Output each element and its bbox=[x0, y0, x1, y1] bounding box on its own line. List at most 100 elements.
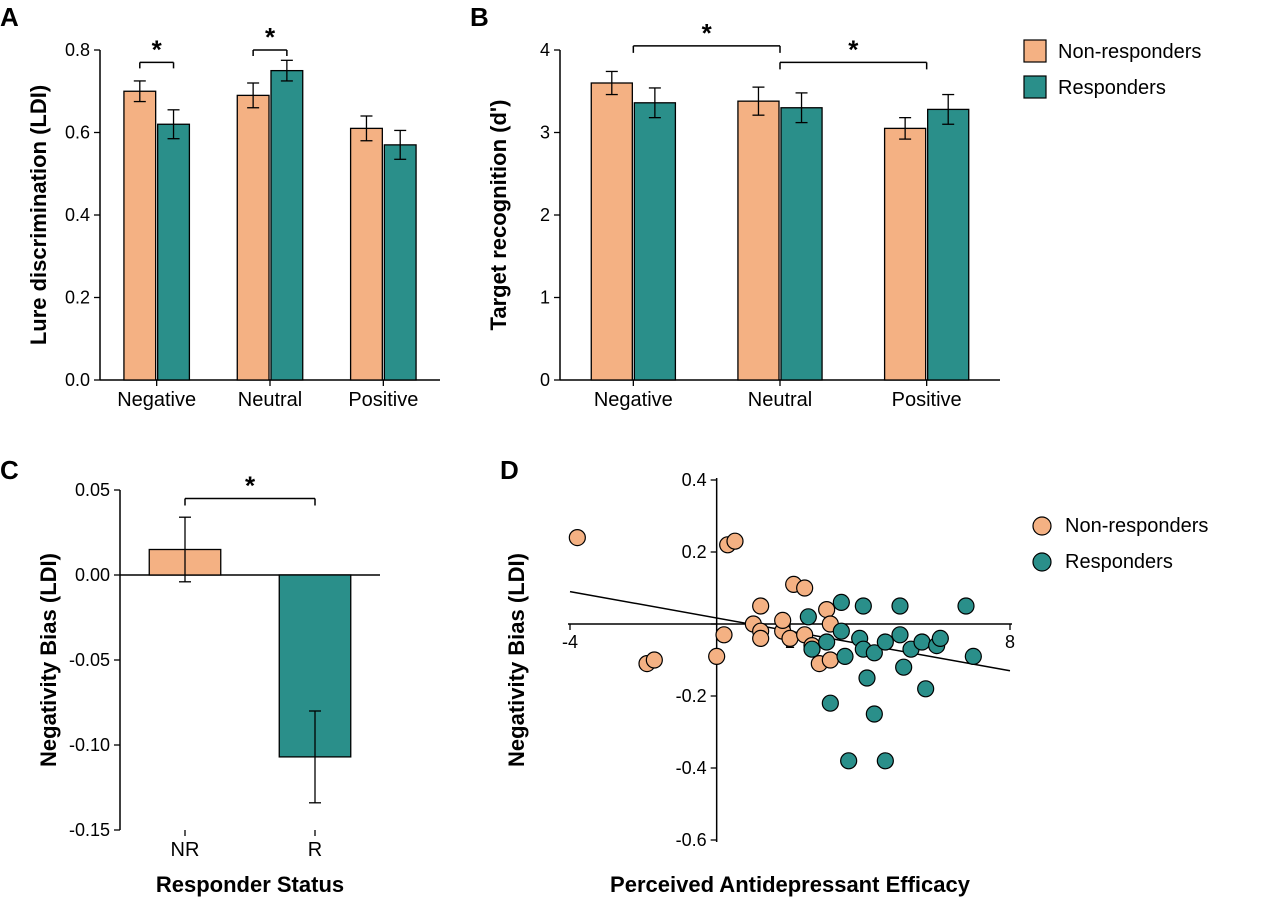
panel-d: -0.6-0.4-0.20.20.4-428Negativity Bias (L… bbox=[500, 460, 1020, 900]
svg-text:1: 1 bbox=[540, 288, 550, 308]
svg-text:-0.15: -0.15 bbox=[69, 820, 110, 840]
bar bbox=[124, 91, 156, 380]
bar bbox=[271, 71, 303, 380]
scatter-point bbox=[819, 602, 835, 618]
scatter-point bbox=[837, 648, 853, 664]
svg-text:*: * bbox=[265, 22, 276, 52]
svg-text:4: 4 bbox=[540, 40, 550, 60]
bar bbox=[591, 83, 632, 380]
svg-text:Target recognition (d'): Target recognition (d') bbox=[490, 100, 511, 331]
svg-text:Negative: Negative bbox=[117, 389, 196, 411]
legend-swatch bbox=[1024, 40, 1046, 62]
svg-text:Positive: Positive bbox=[348, 389, 418, 411]
svg-text:0.8: 0.8 bbox=[65, 40, 90, 60]
scatter-point bbox=[753, 630, 769, 646]
scatter-point bbox=[797, 580, 813, 596]
scatter-point bbox=[855, 598, 871, 614]
legend-d: Non-responders Responders bbox=[1030, 510, 1280, 600]
scatter-point bbox=[892, 627, 908, 643]
scatter-point bbox=[569, 530, 585, 546]
legend-label: Non-responders bbox=[1065, 515, 1208, 537]
svg-text:-0.10: -0.10 bbox=[69, 735, 110, 755]
legend-label: Non-responders bbox=[1058, 41, 1201, 63]
bar bbox=[885, 128, 926, 380]
svg-text:8: 8 bbox=[1005, 632, 1015, 652]
bar bbox=[158, 124, 190, 380]
panel-label-c: C bbox=[0, 455, 19, 486]
scatter-point bbox=[892, 598, 908, 614]
scatter-point bbox=[866, 706, 882, 722]
legend-label: Responders bbox=[1065, 551, 1173, 573]
scatter-point bbox=[877, 753, 893, 769]
svg-text:-0.6: -0.6 bbox=[676, 830, 707, 850]
scatter-point bbox=[782, 630, 798, 646]
svg-text:Negative: Negative bbox=[594, 389, 673, 411]
scatter-point bbox=[822, 695, 838, 711]
svg-text:*: * bbox=[152, 34, 163, 64]
svg-text:0.6: 0.6 bbox=[65, 123, 90, 143]
scatter-point bbox=[804, 641, 820, 657]
svg-text:Neutral: Neutral bbox=[238, 389, 302, 411]
bar bbox=[634, 103, 675, 380]
svg-text:0.0: 0.0 bbox=[65, 370, 90, 390]
scatter-point bbox=[833, 594, 849, 610]
svg-text:0.05: 0.05 bbox=[75, 480, 110, 500]
scatter-point bbox=[859, 670, 875, 686]
scatter-point bbox=[727, 533, 743, 549]
scatter-point bbox=[896, 659, 912, 675]
legend-swatch bbox=[1024, 76, 1046, 98]
svg-text:Positive: Positive bbox=[892, 389, 962, 411]
legend-label: Responders bbox=[1058, 77, 1166, 99]
svg-text:NR: NR bbox=[171, 839, 200, 861]
svg-text:Negativity Bias (LDI): Negativity Bias (LDI) bbox=[504, 553, 529, 767]
scatter-point bbox=[822, 652, 838, 668]
legend-swatch bbox=[1033, 517, 1051, 535]
scatter-point bbox=[958, 598, 974, 614]
svg-text:0.00: 0.00 bbox=[75, 565, 110, 585]
svg-text:0.4: 0.4 bbox=[682, 470, 707, 490]
scatter-point bbox=[833, 623, 849, 639]
scatter-point bbox=[753, 598, 769, 614]
svg-text:-0.05: -0.05 bbox=[69, 650, 110, 670]
svg-text:0.2: 0.2 bbox=[682, 542, 707, 562]
svg-text:R: R bbox=[308, 839, 322, 861]
svg-text:*: * bbox=[848, 34, 859, 64]
svg-text:2: 2 bbox=[540, 205, 550, 225]
figure-root: A B C D 0.00.20.40.60.8Lure discriminati… bbox=[0, 0, 1280, 904]
svg-text:3: 3 bbox=[540, 123, 550, 143]
svg-text:*: * bbox=[245, 471, 256, 501]
bar bbox=[781, 108, 822, 380]
panel-label-b: B bbox=[470, 2, 489, 33]
svg-text:Perceived Antidepressant Effic: Perceived Antidepressant Efficacy bbox=[610, 872, 971, 897]
svg-text:-4: -4 bbox=[562, 632, 578, 652]
svg-text:*: * bbox=[702, 18, 713, 48]
svg-text:Negativity Bias (LDI): Negativity Bias (LDI) bbox=[36, 553, 61, 767]
legend-swatch bbox=[1033, 553, 1051, 571]
svg-text:0.2: 0.2 bbox=[65, 288, 90, 308]
scatter-point bbox=[932, 630, 948, 646]
panel-c: -0.15 -0.10 -0.05 0.00 0.05 Negativity Bias (… bbox=[20, 460, 400, 900]
bar bbox=[738, 101, 779, 380]
bar bbox=[384, 145, 416, 380]
scatter-point bbox=[646, 652, 662, 668]
panel-a: 0.0 0.2 0.4 0.6 0.8 Lure discrimination (LDI)… bbox=[20, 10, 450, 430]
panel-b: 0 1 2 3 4 Target recognition (d') Negative Neut… bbox=[490, 10, 1010, 430]
scatter-point bbox=[819, 634, 835, 650]
legend-top: Non-responders Responders bbox=[1020, 30, 1280, 120]
scatter-point bbox=[877, 634, 893, 650]
scatter-point bbox=[965, 648, 981, 664]
scatter-point bbox=[914, 634, 930, 650]
bar bbox=[237, 95, 269, 380]
scatter-point bbox=[775, 612, 791, 628]
svg-text:0.4: 0.4 bbox=[65, 205, 90, 225]
svg-text:0: 0 bbox=[540, 370, 550, 390]
svg-text:-0.4: -0.4 bbox=[676, 758, 707, 778]
scatter-point bbox=[841, 753, 857, 769]
bar bbox=[351, 128, 383, 380]
scatter-point bbox=[709, 648, 725, 664]
svg-text:Neutral: Neutral bbox=[748, 389, 812, 411]
panel-label-a: A bbox=[0, 2, 19, 33]
svg-text:Lure discrimination (LDI): Lure discrimination (LDI) bbox=[26, 85, 51, 345]
scatter-point bbox=[918, 681, 934, 697]
svg-text:-0.2: -0.2 bbox=[676, 686, 707, 706]
